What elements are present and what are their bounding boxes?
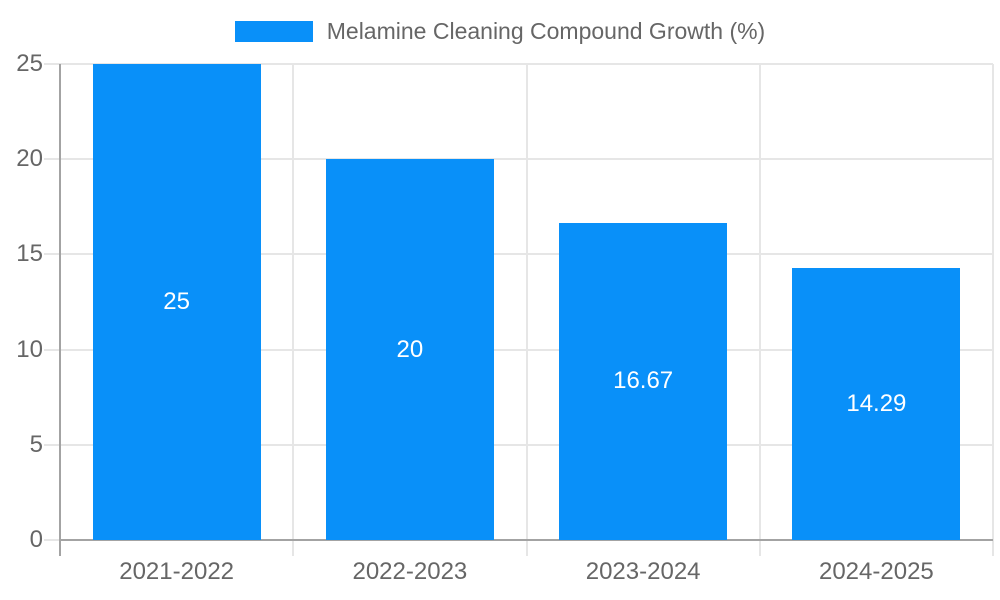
x-gridline [292,64,295,540]
y-tick [44,443,60,446]
legend-label: Melamine Cleaning Compound Growth (%) [326,18,766,44]
bar-value-label: 16.67 [613,367,674,395]
y-tick-label: 10 [16,335,43,363]
x-tick [758,540,761,556]
y-tick-label: 15 [16,240,43,268]
x-tick-label: 2021-2022 [119,558,235,585]
bar-2023-2024: 16.67 [559,222,728,540]
y-tick-label: 25 [16,50,43,77]
y-tick-label: 5 [29,430,43,458]
y-tick-label: 20 [16,145,43,173]
bar-2022-2023: 20 [325,159,494,540]
bar-2024-2025: 14.29 [792,267,961,540]
x-tick [292,540,295,556]
bar-value-label: 20 [396,335,424,363]
x-tick [992,540,994,556]
bar-2021-2022: 25 [92,64,261,540]
y-axis-line [59,64,61,556]
x-tick-label: 2023-2024 [585,558,701,585]
x-axis-line [60,539,993,541]
x-tick-label: 2024-2025 [818,558,934,585]
y-tick [44,253,60,256]
x-gridline [525,64,528,540]
y-tick [44,348,60,351]
y-tick-label: 0 [29,526,43,553]
x-gridline [758,64,761,540]
y-tick [44,539,60,541]
y-tick [44,158,60,161]
x-tick [525,540,528,556]
bar-value-label: 25 [163,288,190,315]
chart-legend: Melamine Cleaning Compound Growth (%) [0,18,1000,44]
y-tick [44,63,60,65]
legend-swatch [234,20,313,42]
x-gridline [992,64,994,540]
bar-value-label: 14.29 [846,389,907,417]
x-tick-label: 2022-2023 [352,558,468,585]
